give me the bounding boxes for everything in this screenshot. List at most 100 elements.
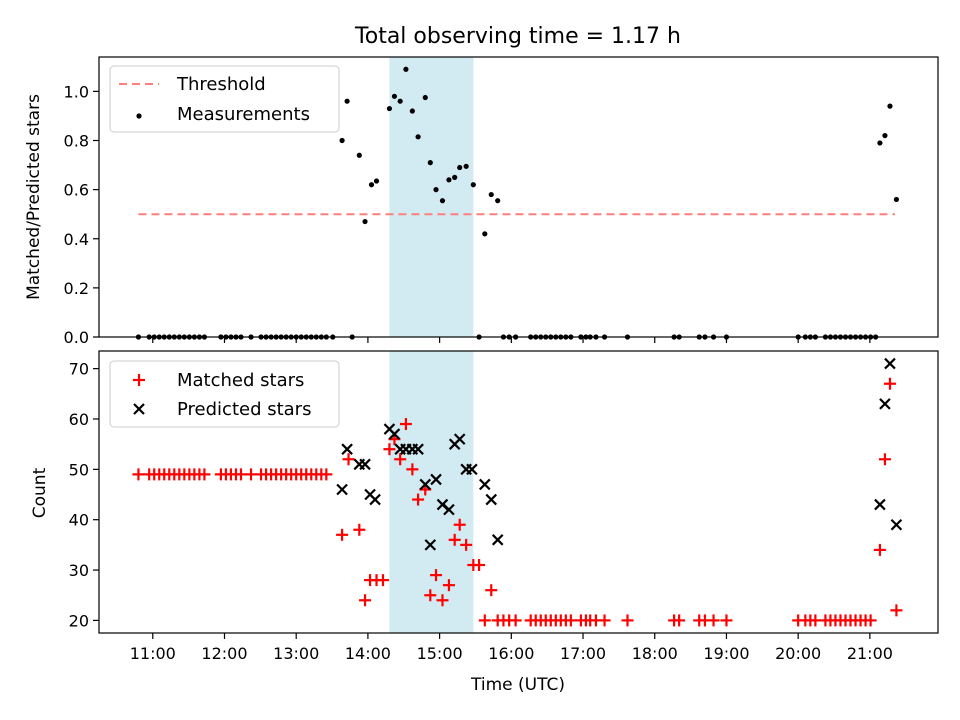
predicted-star-point xyxy=(491,534,504,546)
measurement-point xyxy=(391,93,398,99)
measurement-point xyxy=(463,163,469,169)
matched-star-point xyxy=(509,614,522,627)
count-y-ticks: 20 30 40 50 60 70 xyxy=(69,360,99,630)
measurement-point xyxy=(403,66,409,72)
shaded-region xyxy=(389,57,474,337)
predicted-star-point xyxy=(359,458,371,471)
x-tick-label: 17:00 xyxy=(560,644,606,663)
matched-star-point xyxy=(424,589,437,602)
matched-star-point xyxy=(673,614,686,627)
matched-star-point xyxy=(448,533,461,546)
x-tick-label: 19:00 xyxy=(703,644,749,663)
predicted-star-point xyxy=(430,473,442,486)
predicted-star-point xyxy=(466,463,478,476)
matched-star-point xyxy=(564,614,577,627)
y-tick-label: 1.0 xyxy=(64,82,89,101)
measurements-legend-swatch xyxy=(136,113,142,119)
matched-star-point xyxy=(198,468,211,481)
measurement-point xyxy=(422,94,428,101)
ratio-y-ticks: 0.0 0.2 0.4 0.6 0.8 1.0 xyxy=(64,82,99,347)
matched-star-point xyxy=(132,468,145,481)
matched-star-point xyxy=(342,453,355,466)
count-axes-frame xyxy=(98,350,939,634)
ratio-legend: Threshold Measurements xyxy=(109,65,340,133)
matched-star-point xyxy=(376,574,389,587)
measurement-point xyxy=(482,231,488,237)
predicted-star-point xyxy=(884,357,896,370)
x-tick-label: 11:00 xyxy=(130,644,176,663)
predicted-legend-swatch xyxy=(133,403,145,415)
measurement-point xyxy=(356,152,362,158)
measurement-point xyxy=(362,218,368,225)
threshold-legend-label: Threshold xyxy=(176,74,266,95)
predicted-star-point xyxy=(874,498,886,511)
y-tick-label: 20 xyxy=(69,611,89,630)
matched-star-point xyxy=(442,579,455,592)
y-tick-label: 60 xyxy=(69,410,89,429)
matched-star-point xyxy=(383,443,396,456)
measurement-point xyxy=(446,177,452,183)
x-tick-label: 18:00 xyxy=(632,644,678,663)
x-tick-label: 20:00 xyxy=(775,644,821,663)
matched-star-point xyxy=(245,468,258,481)
matched-star-point xyxy=(621,614,634,627)
y-tick-label: 50 xyxy=(69,460,89,479)
matched-star-point xyxy=(406,463,419,476)
predicted-star-point xyxy=(879,398,891,410)
ratio-x-ticks xyxy=(152,337,871,343)
count-plot-area xyxy=(132,357,903,627)
chart-title: Total observing time = 1.17 h xyxy=(354,24,681,49)
predicted-star-point xyxy=(443,503,455,516)
matched-star-point xyxy=(399,418,412,431)
predicted-legend-label: Predicted stars xyxy=(177,399,311,420)
y-tick-label: 0.8 xyxy=(64,132,89,151)
matched-star-point xyxy=(883,377,896,390)
x-tick-label: 12:00 xyxy=(201,644,247,663)
x-axis-label: Time (UTC) xyxy=(470,675,565,695)
matched-star-point xyxy=(473,559,486,572)
y-tick-label: 0.2 xyxy=(64,279,89,298)
x-tick-label: 14:00 xyxy=(345,644,391,663)
measurement-point xyxy=(457,164,463,171)
measurement-point xyxy=(882,132,888,139)
measurement-point xyxy=(452,174,458,180)
matched-star-point xyxy=(320,468,333,481)
matched-star-point xyxy=(873,543,886,556)
matched-star-point xyxy=(436,594,449,607)
predicted-star-point xyxy=(369,493,381,506)
y-tick-label: 0.4 xyxy=(64,230,89,249)
matched-star-point xyxy=(478,614,491,627)
measurement-point xyxy=(339,137,345,144)
predicted-star-point xyxy=(341,443,353,455)
matched-star-point xyxy=(485,584,498,597)
measurement-point xyxy=(386,105,393,112)
x-tick-label: 13:00 xyxy=(273,644,319,663)
legend-box xyxy=(109,65,340,133)
matched-star-point xyxy=(809,614,822,627)
matched-star-point xyxy=(234,468,247,481)
ratio-y-axis-label: Matched/Predicted stars xyxy=(24,94,44,300)
matched-star-point xyxy=(890,604,903,617)
count-panel: 20 30 40 50 60 70 11:00 12:00 13:00 14:00 15:00 16… xyxy=(30,350,939,695)
predicted-star-point xyxy=(419,478,432,491)
matched-star-point xyxy=(864,614,877,627)
matched-legend-label: Matched stars xyxy=(177,370,304,391)
count-y-axis-label: Count xyxy=(30,467,50,518)
predicted-star-point xyxy=(890,518,903,531)
measurement-point xyxy=(877,140,883,146)
measurement-point xyxy=(470,182,476,188)
y-tick-label: 30 xyxy=(69,561,89,580)
x-tick-label: 16:00 xyxy=(488,644,534,663)
y-tick-label: 40 xyxy=(69,511,89,530)
measurement-point xyxy=(373,178,380,184)
measurement-point xyxy=(368,182,375,188)
y-tick-label: 0.6 xyxy=(64,181,89,200)
matched-star-point xyxy=(707,614,720,627)
predicted-star-point xyxy=(388,428,401,440)
x-tick-label: 21:00 xyxy=(847,644,893,663)
measurement-point xyxy=(427,160,433,166)
measurement-point xyxy=(893,196,900,203)
predicted-star-point xyxy=(412,443,424,455)
measurement-point xyxy=(495,198,501,204)
matched-star-point xyxy=(359,594,372,607)
